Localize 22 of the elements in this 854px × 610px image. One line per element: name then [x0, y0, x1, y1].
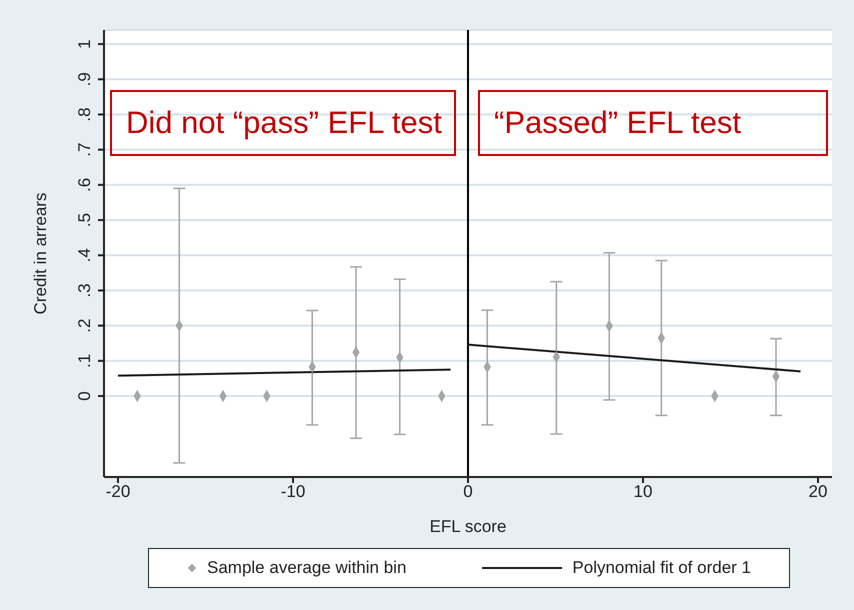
- annotation: Did not “pass” EFL test: [110, 90, 456, 156]
- y-tick-label: .5: [75, 212, 94, 228]
- y-tick-label: 0: [75, 391, 94, 401]
- legend-label: Polynomial fit of order 1: [572, 558, 751, 578]
- x-tick-label: 0: [463, 482, 473, 502]
- y-tick-label: .8: [75, 107, 94, 122]
- x-tick-label: 10: [634, 482, 652, 502]
- y-tick-label: .2: [75, 318, 94, 333]
- x-tick-label: -10: [280, 482, 306, 502]
- legend-label: Sample average within bin: [207, 558, 406, 578]
- x-tick-label: -20: [106, 482, 130, 502]
- y-tick-label: .4: [75, 248, 94, 262]
- y-tick-label: .7: [75, 142, 94, 157]
- annotation: “Passed” EFL test: [478, 90, 828, 156]
- y-tick-label: .1: [75, 354, 94, 368]
- y-tick-label: 1: [75, 39, 94, 49]
- x-axis-title: EFL score: [430, 517, 506, 536]
- y-tick-label: .3: [75, 283, 94, 298]
- x-tick-label: 20: [808, 482, 828, 502]
- y-axis-title: Credit in arrears: [31, 192, 50, 314]
- y-tick-label: .6: [75, 178, 94, 192]
- y-tick-label: .9: [75, 72, 94, 86]
